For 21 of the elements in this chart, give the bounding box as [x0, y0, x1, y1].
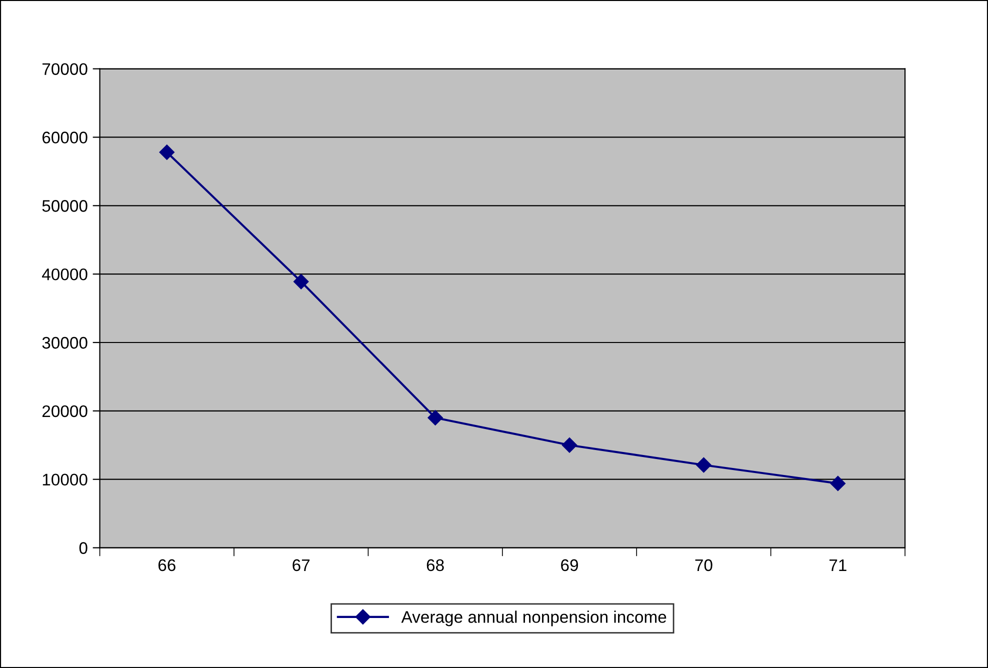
y-tick-label: 50000	[42, 200, 88, 212]
legend-label: Average annual nonpension income	[401, 610, 666, 626]
x-tick-label: 67	[292, 559, 310, 572]
point	[159, 144, 174, 160]
point	[696, 457, 712, 473]
x-tick-label: 68	[426, 559, 444, 572]
x-tick-label: 71	[829, 559, 846, 571]
x-tick-label: 66	[158, 559, 176, 572]
point	[562, 438, 578, 453]
y-tick-label: 20000	[42, 405, 88, 418]
point	[830, 476, 846, 492]
x-tick-label: 70	[695, 559, 712, 572]
point	[294, 274, 309, 290]
point	[428, 410, 443, 426]
x-tick-label: 69	[561, 559, 578, 572]
y-tick-label: 60000	[42, 132, 88, 144]
y-tick-label: 40000	[42, 268, 88, 280]
y-tick-label: 30000	[42, 336, 88, 349]
y-tick-label: 10000	[42, 474, 88, 486]
y-tick-label: 70000	[42, 63, 88, 76]
y-tick-label: 0	[79, 542, 88, 554]
